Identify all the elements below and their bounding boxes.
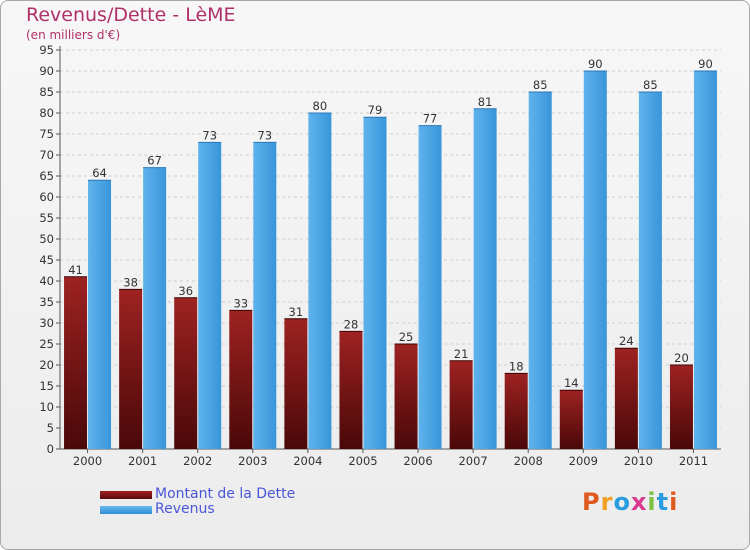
x-tick-label: 2011 — [679, 454, 708, 468]
value-label-dette: 38 — [123, 275, 138, 289]
y-tick-label: 45 — [39, 253, 54, 267]
logo-letter: o — [613, 488, 631, 516]
y-tick-label: 20 — [39, 358, 54, 372]
x-tick-label: 2000 — [73, 454, 102, 468]
bar-revenus — [418, 125, 442, 449]
value-label-revenus: 80 — [313, 99, 328, 113]
value-label-revenus: 73 — [202, 128, 217, 142]
value-label-dette: 28 — [344, 317, 359, 331]
value-label-dette: 31 — [289, 305, 304, 319]
bar-revenus — [638, 92, 662, 449]
x-tick-label: 2006 — [403, 454, 432, 468]
value-label-dette: 14 — [564, 376, 579, 390]
x-tick-label: 2007 — [458, 454, 487, 468]
legend-label-revenus: Revenus — [155, 501, 215, 517]
value-label-revenus: 64 — [92, 166, 107, 180]
chart-subtitle: (en milliers d'€) — [26, 28, 121, 42]
logo-letter: i — [669, 488, 679, 516]
value-label-dette: 21 — [454, 347, 469, 361]
y-tick-label: 5 — [47, 421, 54, 435]
y-tick-label: 65 — [39, 169, 54, 183]
value-label-revenus: 81 — [478, 95, 493, 109]
bar-revenus — [198, 142, 222, 449]
value-label-dette: 33 — [233, 296, 248, 310]
y-tick-label: 95 — [39, 43, 54, 57]
bars-layer — [64, 70, 717, 450]
bar-revenus — [583, 71, 607, 449]
bar-dette — [669, 365, 693, 449]
logo-letter: t — [656, 488, 670, 516]
x-tick-label: 2004 — [293, 454, 322, 468]
bar-dette — [394, 344, 418, 449]
bar-dette — [119, 289, 143, 449]
proxiti-logo: Proxiti — [582, 488, 678, 516]
grid-layer — [60, 49, 721, 450]
y-tick-label: 10 — [39, 400, 54, 414]
y-tick-label: 35 — [39, 295, 54, 309]
y-tick-label: 50 — [39, 232, 54, 246]
legend-swatch-revenus — [100, 506, 152, 514]
bar-revenus — [528, 92, 552, 449]
y-tick-label: 15 — [39, 379, 54, 393]
value-label-dette: 24 — [619, 334, 634, 348]
bar-revenus — [693, 71, 717, 449]
bar-revenus — [253, 142, 277, 449]
y-tick-label: 80 — [39, 106, 54, 120]
bar-revenus — [363, 117, 387, 449]
y-tick-label: 0 — [47, 442, 54, 456]
value-label-dette: 20 — [674, 351, 689, 365]
value-label-dette: 36 — [178, 284, 193, 298]
bar-dette — [449, 360, 473, 449]
x-tick-label: 2008 — [514, 454, 543, 468]
value-label-dette: 25 — [399, 330, 414, 344]
legend-label-dette: Montant de la Dette — [155, 486, 296, 502]
bar-revenus — [88, 180, 112, 449]
bar-dette — [339, 331, 363, 449]
logo-letter: i — [647, 488, 657, 516]
logo-letter: P — [582, 488, 601, 516]
bar-revenus — [308, 113, 332, 449]
y-tick-label: 30 — [39, 316, 54, 330]
y-tick-label: 60 — [39, 190, 54, 204]
value-label-revenus: 79 — [368, 103, 383, 117]
bar-dette — [229, 310, 253, 449]
x-tick-label: 2002 — [183, 454, 212, 468]
legend-swatch-dette — [100, 491, 152, 499]
value-label-revenus: 90 — [588, 57, 603, 71]
y-tick-label: 55 — [39, 211, 54, 225]
bar-revenus — [143, 167, 167, 449]
x-tick-label: 2010 — [624, 454, 653, 468]
bar-dette — [284, 318, 308, 449]
x-tick-label: 2001 — [128, 454, 157, 468]
y-tick-label: 75 — [39, 127, 54, 141]
y-tick-label: 40 — [39, 274, 54, 288]
bar-dette — [614, 348, 638, 449]
labels-layer: 0 5 10 15 20 25 30 35 40 45 50 55 60 65 70 75 80 85 90 95 41… — [39, 43, 712, 468]
axis-layer — [56, 46, 721, 453]
value-label-revenus: 90 — [698, 57, 713, 71]
value-label-revenus: 85 — [533, 78, 548, 92]
chart-title: Revenus/Dette - LèME — [26, 4, 236, 26]
y-tick-label: 25 — [39, 337, 54, 351]
y-tick-label: 70 — [39, 148, 54, 162]
bar-dette — [174, 297, 198, 449]
value-label-revenus: 85 — [643, 78, 658, 92]
value-label-dette: 41 — [68, 263, 83, 277]
logo-letter: r — [600, 488, 614, 516]
x-tick-label: 2003 — [238, 454, 267, 468]
logo-letter: x — [630, 488, 648, 516]
bar-dette — [64, 276, 88, 449]
bar-dette — [559, 390, 583, 449]
value-label-revenus: 67 — [147, 154, 162, 168]
value-label-revenus: 73 — [257, 128, 272, 142]
bar-dette — [504, 373, 528, 449]
y-tick-label: 90 — [39, 64, 54, 78]
x-tick-label: 2009 — [569, 454, 598, 468]
bar-revenus — [473, 108, 497, 450]
value-label-revenus: 77 — [423, 112, 438, 126]
x-tick-label: 2005 — [348, 454, 377, 468]
y-tick-label: 85 — [39, 85, 54, 99]
value-label-dette: 18 — [509, 359, 524, 373]
